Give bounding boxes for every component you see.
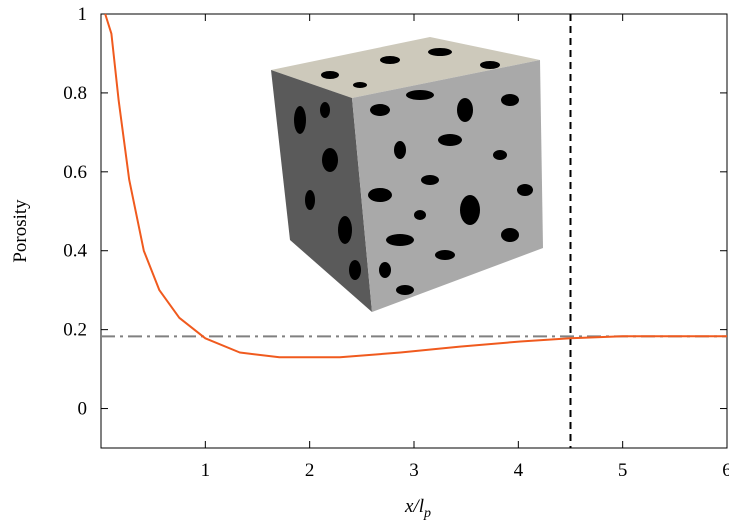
y-tick-label: 0.8 <box>63 83 87 104</box>
inset-cube <box>271 37 543 312</box>
y-tick-label: 0.4 <box>63 241 87 262</box>
y-tick-label: 0.6 <box>63 162 87 183</box>
y-tick-label: 1 <box>78 4 88 25</box>
x-tick-label: 5 <box>618 460 628 481</box>
x-axis-label: x/lp <box>404 496 431 521</box>
x-tick-label: 2 <box>305 460 315 481</box>
x-tick-label: 4 <box>514 460 524 481</box>
x-label-sub: p <box>423 506 431 521</box>
y-tick-label: 0 <box>78 399 88 420</box>
data-line <box>104 13 727 359</box>
x-tick-label: 3 <box>409 460 419 481</box>
y-tick-label: 0.2 <box>63 320 87 341</box>
x-tick-label: 1 <box>201 460 211 481</box>
y-axis-label: Porosity <box>10 199 31 263</box>
x-tick-label: 6 <box>722 460 729 481</box>
x-label-main: x/l <box>404 496 424 517</box>
